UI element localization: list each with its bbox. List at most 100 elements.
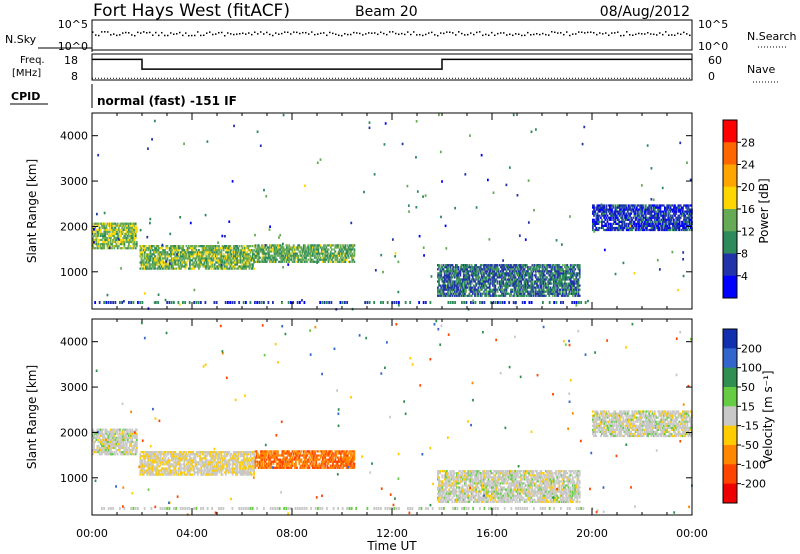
data-cell xyxy=(253,259,255,262)
data-cell xyxy=(666,204,669,207)
data-cell xyxy=(665,222,667,225)
data-cell xyxy=(444,294,447,297)
data-cell xyxy=(213,265,216,268)
data-cell xyxy=(229,259,232,262)
data-cell xyxy=(655,226,657,230)
data-cell xyxy=(559,276,562,279)
data-cell xyxy=(199,251,201,254)
data-cell xyxy=(116,449,119,452)
data-cell xyxy=(495,268,498,271)
data-cell xyxy=(610,204,612,207)
data-cell xyxy=(284,244,287,247)
data-cell xyxy=(216,251,218,254)
data-cell xyxy=(464,286,466,289)
data-cell xyxy=(655,212,657,215)
data-cell xyxy=(682,208,684,211)
data-cell xyxy=(502,264,505,267)
data-cell xyxy=(310,260,313,263)
power-scatter xyxy=(92,113,693,311)
data-cell xyxy=(336,252,339,255)
data-cell xyxy=(456,290,458,293)
data-cell xyxy=(443,276,446,279)
data-cell xyxy=(673,204,675,207)
noise-cell xyxy=(161,243,164,247)
data-cell xyxy=(112,234,115,237)
data-cell xyxy=(459,282,462,285)
data-cell xyxy=(169,247,172,250)
data-cell xyxy=(177,267,180,270)
data-cell xyxy=(344,260,347,263)
data-cell xyxy=(209,251,212,254)
data-cell xyxy=(105,238,108,242)
data-cell xyxy=(594,224,597,227)
data-cell xyxy=(639,216,642,219)
data-cell xyxy=(453,280,456,283)
data-cell xyxy=(503,264,506,267)
data-cell xyxy=(133,234,136,237)
data-cell xyxy=(688,210,691,213)
data-cell xyxy=(620,224,622,227)
data-cell xyxy=(557,270,560,273)
data-cell xyxy=(548,266,551,269)
data-cell xyxy=(133,240,136,244)
data-cell xyxy=(418,301,421,304)
data-cell xyxy=(531,268,534,271)
data-cell xyxy=(194,247,197,250)
data-cell xyxy=(177,245,180,248)
data-cell xyxy=(440,286,443,289)
data-cell xyxy=(198,263,200,266)
data-cell xyxy=(638,222,640,225)
data-cell xyxy=(236,261,238,264)
data-cell xyxy=(209,261,212,264)
data-cell xyxy=(665,210,667,213)
noise-point xyxy=(200,34,202,37)
data-cell xyxy=(687,226,690,230)
data-cell xyxy=(555,301,558,304)
data-cell xyxy=(299,252,302,255)
data-cell xyxy=(346,250,349,253)
data-cell xyxy=(304,252,306,255)
data-cell xyxy=(551,274,554,277)
data-cell xyxy=(248,245,251,248)
data-cell xyxy=(512,274,515,277)
data-cell xyxy=(635,206,638,209)
data-cell xyxy=(506,284,509,287)
data-cell xyxy=(500,286,502,289)
data-cell xyxy=(622,228,625,232)
data-cell xyxy=(97,444,100,448)
data-cell xyxy=(605,206,608,209)
data-cell xyxy=(509,274,511,277)
data-cell xyxy=(273,254,276,257)
data-cell xyxy=(518,274,520,277)
data-cell xyxy=(660,218,663,221)
data-cell xyxy=(114,236,117,240)
data-cell xyxy=(182,261,185,264)
data-cell xyxy=(112,442,115,446)
data-cell xyxy=(232,265,235,268)
data-cell xyxy=(461,268,464,271)
data-cell xyxy=(529,280,532,283)
data-cell xyxy=(240,259,243,262)
data-cell xyxy=(237,267,240,270)
data-cell xyxy=(331,244,333,247)
data-cell xyxy=(203,259,206,262)
data-cell xyxy=(573,280,575,283)
data-cell xyxy=(648,206,651,209)
data-cell xyxy=(639,228,642,232)
data-cell xyxy=(119,232,121,235)
data-cell xyxy=(484,264,487,267)
data-cell xyxy=(198,245,200,248)
data-cell xyxy=(440,276,443,279)
data-cell xyxy=(108,243,111,246)
data-cell xyxy=(482,286,484,289)
data-cell xyxy=(99,442,102,446)
data-cell xyxy=(274,256,277,259)
data-cell xyxy=(573,282,575,285)
data-cell xyxy=(317,250,320,253)
noise-point xyxy=(626,31,628,33)
data-cell xyxy=(495,294,498,297)
data-cell xyxy=(453,292,456,295)
data-cell xyxy=(460,264,463,267)
noise-point xyxy=(608,34,610,37)
data-cell xyxy=(462,290,465,293)
